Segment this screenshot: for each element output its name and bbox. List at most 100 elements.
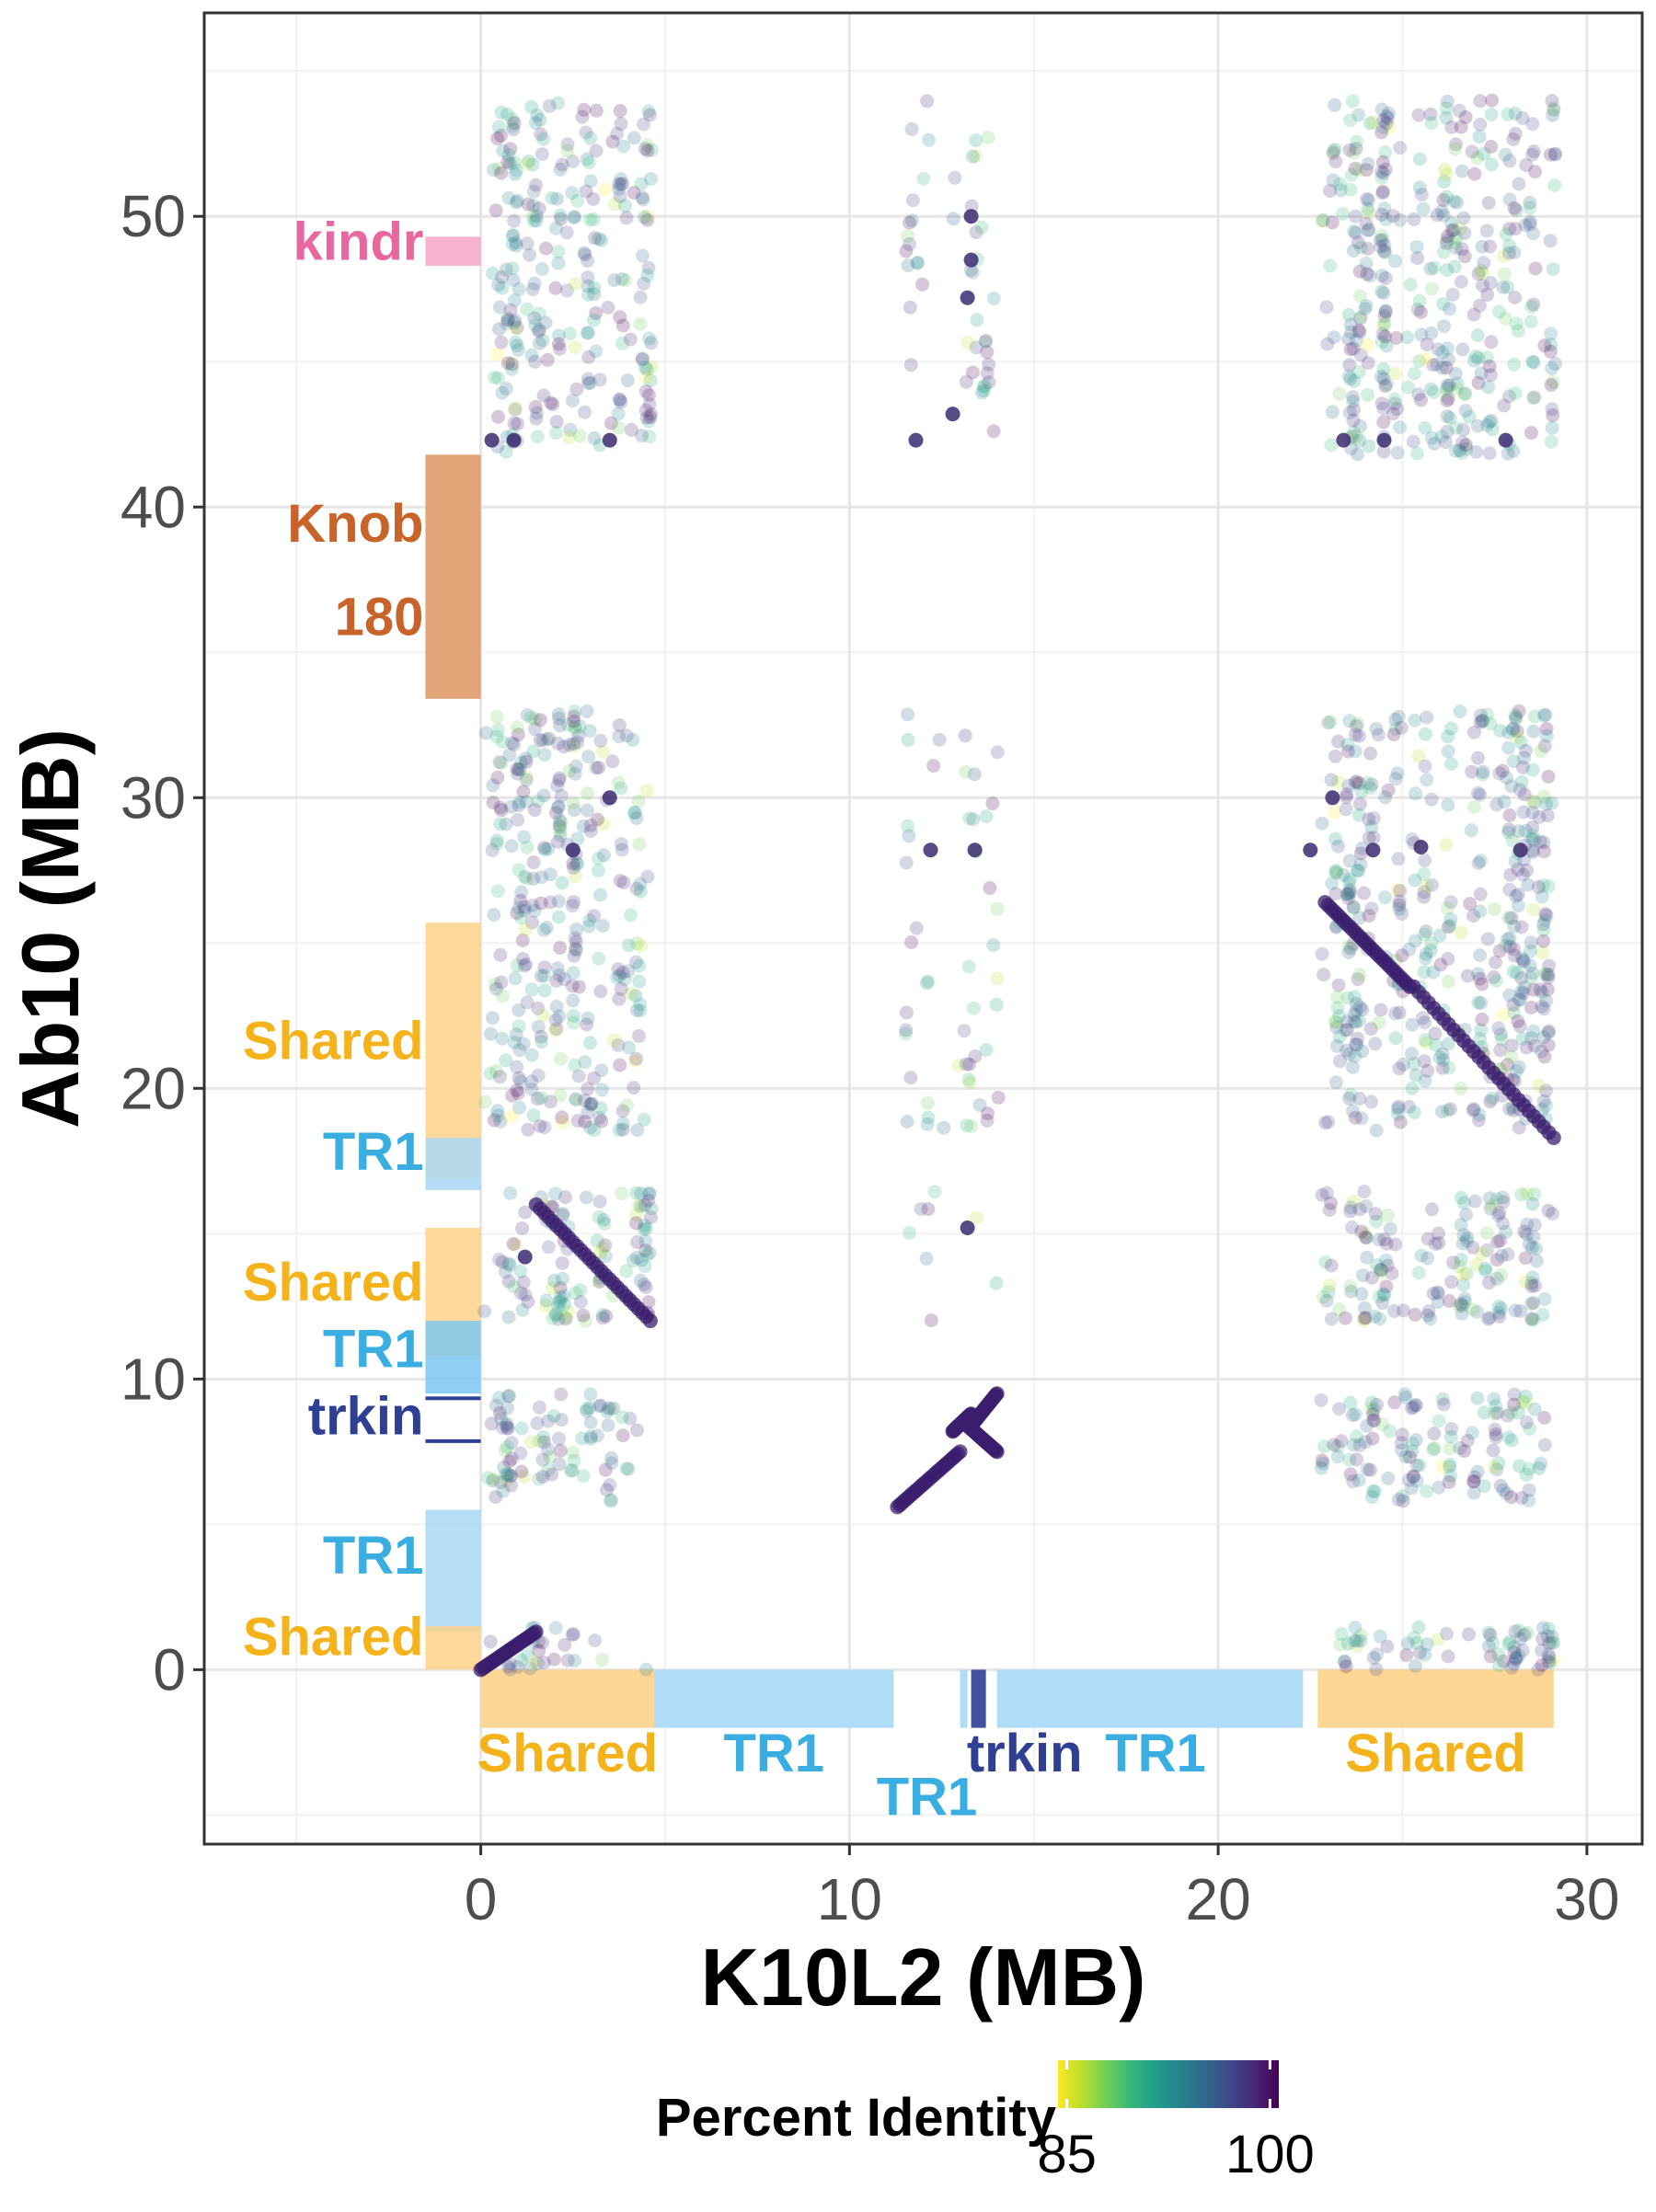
data-point: [591, 852, 605, 865]
data-point: [1492, 304, 1506, 319]
data-point: [537, 748, 552, 762]
data-point: [1348, 161, 1363, 176]
data-point: [1353, 857, 1368, 872]
data-point: [1390, 1101, 1405, 1116]
data-point: [965, 265, 980, 280]
data-point: [1406, 434, 1420, 449]
data-point: [500, 1421, 515, 1436]
data-point: [524, 1074, 539, 1089]
data-point: [1440, 424, 1455, 439]
data-point: [517, 1470, 532, 1484]
data-point: [1340, 887, 1355, 901]
data-point: [1499, 771, 1513, 785]
data-point: [1456, 1278, 1471, 1292]
data-point: [549, 426, 564, 441]
data-point: [1534, 744, 1548, 759]
data-point: [1536, 934, 1551, 948]
data-point: [1425, 430, 1439, 445]
data-point: [530, 1416, 545, 1430]
data-point: [1522, 1237, 1536, 1252]
data-point: [1448, 142, 1463, 156]
data-point: [555, 1271, 569, 1286]
data-point: [1539, 728, 1554, 743]
data-point: [548, 281, 563, 295]
data-point: [1475, 714, 1489, 728]
data-point: [487, 908, 501, 923]
data-point: [1454, 120, 1468, 134]
data-point: [1471, 350, 1486, 365]
data-point: [1383, 1424, 1397, 1438]
data-point: [553, 718, 567, 733]
data-point: [1502, 389, 1516, 404]
data-point: [1364, 1095, 1378, 1109]
data-point: [640, 269, 655, 282]
data-point: [1545, 420, 1559, 435]
data-point: [605, 754, 620, 769]
data-point: [901, 733, 915, 747]
data-point: [1491, 1299, 1506, 1313]
data-point: [1374, 396, 1389, 411]
data-point: [1477, 256, 1491, 270]
data-point: [1484, 108, 1499, 121]
data-point: [1372, 1289, 1386, 1304]
data-point: [1509, 711, 1523, 726]
data-point: [1509, 1651, 1524, 1666]
data-point: [1508, 708, 1523, 722]
data-point: [1424, 936, 1439, 951]
data-point: [594, 1083, 609, 1097]
data-point: [1507, 246, 1522, 259]
data-point: [1492, 944, 1507, 958]
data-point: [1367, 1309, 1382, 1324]
data-point: [1409, 240, 1424, 255]
data-point: [1535, 889, 1549, 904]
data-point: [1539, 721, 1554, 736]
y-tick-label: 40: [121, 474, 186, 540]
data-point: [1360, 775, 1374, 790]
data-point: [1352, 797, 1367, 811]
data-point: [1443, 1429, 1458, 1444]
data-point: [1362, 439, 1376, 453]
data-point: [510, 320, 524, 335]
data-point: [488, 371, 502, 384]
data-point: [503, 142, 518, 156]
data-point: [1391, 1493, 1406, 1507]
data-point: [1374, 102, 1389, 117]
data-point: [1394, 1436, 1409, 1450]
data-point: [962, 811, 977, 826]
data-point: [1351, 365, 1366, 380]
data-point: [1347, 990, 1362, 1004]
data-point: [1363, 781, 1377, 796]
data-point: [1440, 189, 1454, 204]
x-annotation-bar: [653, 1669, 894, 1728]
data-point: [1435, 1460, 1450, 1473]
alignment-lines-layer: [473, 895, 1561, 1678]
data-point: [979, 809, 994, 824]
data-point: [1376, 166, 1391, 180]
data-point: [595, 1308, 610, 1323]
data-point: [507, 737, 522, 751]
data-point: [629, 811, 644, 825]
data-point: [1454, 1297, 1468, 1312]
data-point: [550, 191, 564, 206]
data-point: [1353, 418, 1367, 433]
data-point: [499, 1467, 513, 1482]
data-point: [511, 417, 524, 431]
data-point: [597, 1217, 612, 1232]
data-point: [1477, 146, 1491, 161]
data-point: [1342, 939, 1356, 954]
data-point: [1414, 393, 1428, 407]
data-point: [555, 876, 569, 890]
data-point: [1531, 880, 1546, 894]
data-point: [1431, 1285, 1444, 1300]
data-point: [899, 1026, 913, 1041]
data-point: [588, 1633, 603, 1648]
data-point: [1455, 446, 1469, 460]
data-point: [1386, 728, 1401, 742]
data-point: [1481, 196, 1496, 211]
data-point: [1526, 832, 1541, 847]
data-point: [587, 431, 602, 445]
data-point: [1512, 992, 1526, 1007]
data-point: [1425, 877, 1440, 892]
data-point: [966, 1001, 981, 1015]
data-point: [614, 178, 628, 192]
